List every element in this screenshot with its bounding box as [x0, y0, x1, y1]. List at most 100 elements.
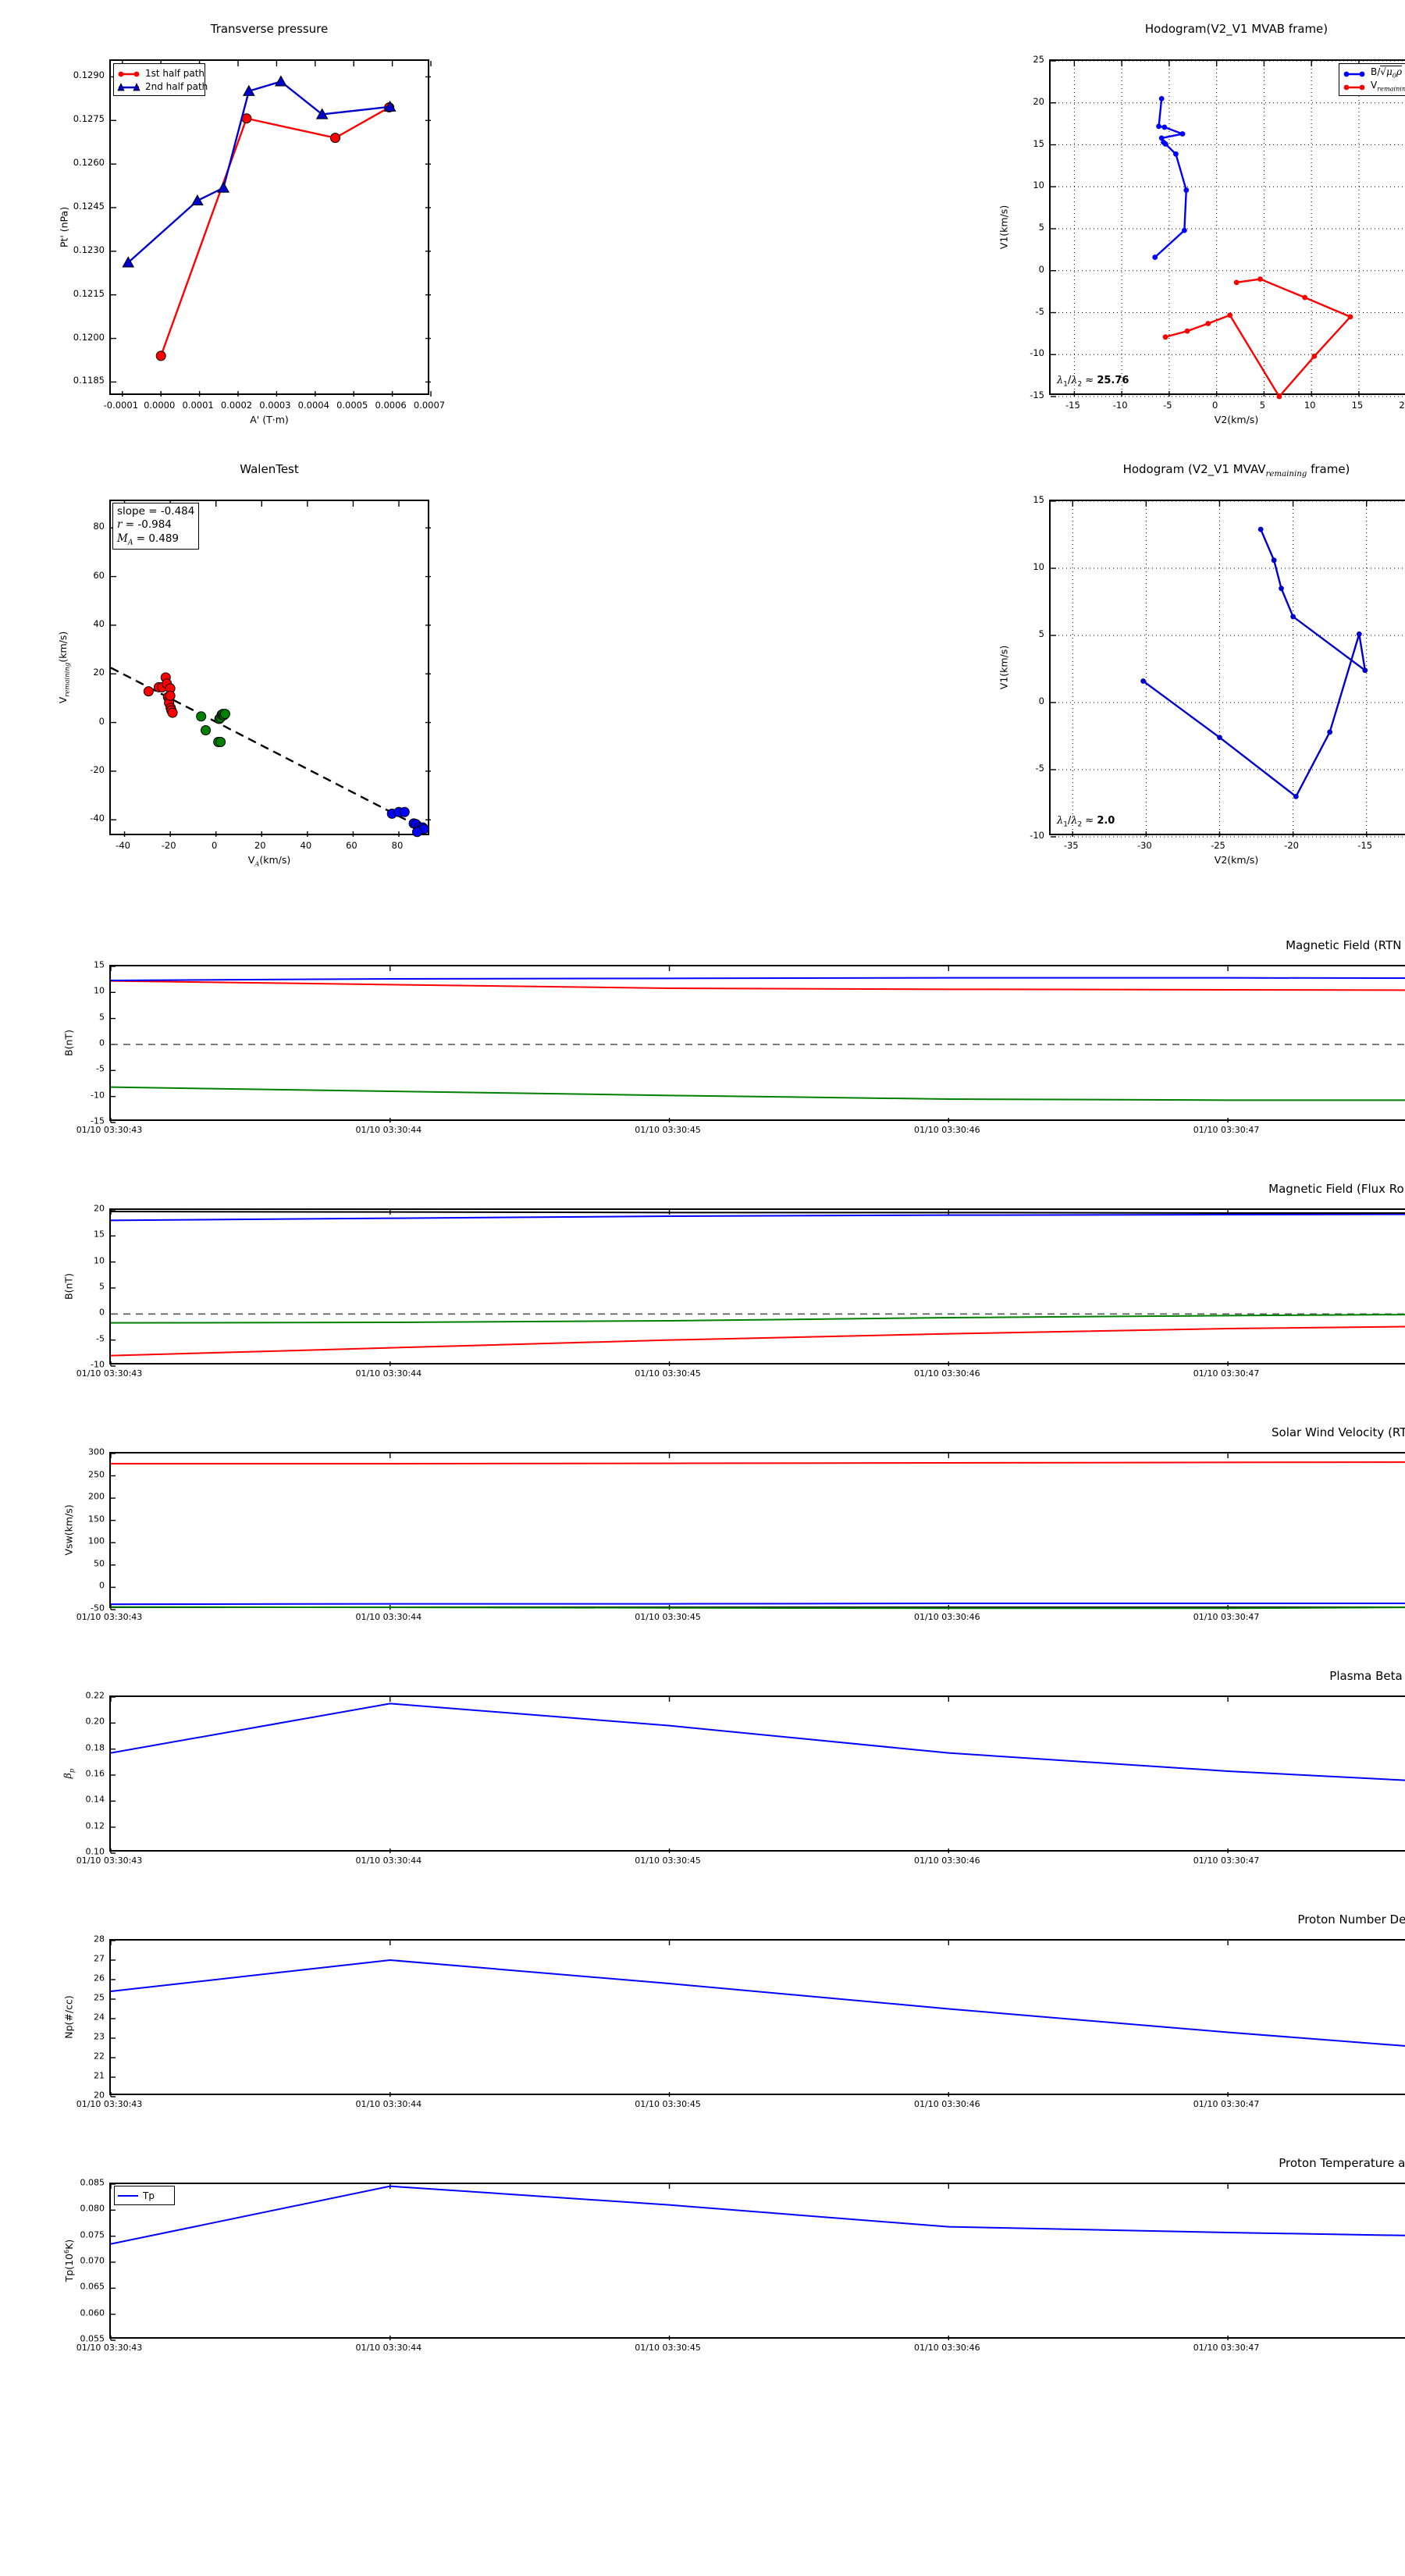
legend-item: Vremaining	[1343, 80, 1405, 93]
y-tick-label: 24	[94, 2012, 105, 2023]
r-value: r = -0.984	[117, 518, 172, 532]
legend-label: 1st half path	[145, 67, 205, 79]
chart-title-magnetic-field-rtn: Magnetic Field (RTN Frame)	[1286, 938, 1405, 952]
legend-transverse-pressure: 1st half path 2nd half path	[113, 63, 208, 96]
series-V_remaining	[1162, 276, 1353, 400]
chart-title-solar-wind-velocity-rtn: Solar Wind Velocity (RTN Frame)	[1272, 1425, 1405, 1439]
y-tick-label: 0.1200	[73, 331, 105, 343]
x-tick-label: 60	[346, 840, 357, 851]
y-tick-label: 28	[94, 1934, 105, 1944]
x-tick-label: 01/10 03:30:46	[914, 1368, 980, 1379]
plot-canvas-hodogram-v2v1-mvab	[1051, 60, 1405, 400]
x-tick-label: 0.0000	[144, 400, 176, 411]
legend-label: 2nd half path	[145, 80, 208, 92]
x-tick-label: 0.0007	[413, 400, 446, 411]
y-tick-label: 0	[98, 715, 105, 727]
plot-canvas-proton-temperature	[110, 2183, 1405, 2341]
y-tick-label: -40	[90, 813, 105, 824]
y-axis-label-magnetic-field-flux-rope: B(nT)	[62, 1273, 75, 1300]
series-group-red	[143, 672, 178, 718]
series-Vr	[111, 1461, 1405, 1465]
y-axis-label-plasma-beta: βp	[61, 1768, 76, 1779]
y-tick-label: -10	[91, 1359, 105, 1370]
x-tick-label: 01/10 03:30:47	[1193, 1612, 1260, 1622]
x-tick-label: 0.0004	[297, 400, 329, 411]
plot-frame-solar-wind-velocity-rtn	[109, 1452, 1405, 1610]
legend-marker	[117, 82, 140, 91]
plot-frame-hodogram-v2v1-mvav	[1049, 500, 1405, 838]
series-|B|	[110, 1211, 1405, 1214]
x-tick-label: 01/10 03:30:47	[1193, 1856, 1260, 1866]
plot-frame-hodogram-v2v1-mvab	[1049, 59, 1405, 400]
y-tick-label: 0.22	[85, 1690, 105, 1701]
x-axis-label-hodogram-v2v1-mvab: V2(km/s)	[1214, 414, 1259, 425]
x-tick-label: 01/10 03:30:45	[635, 1612, 701, 1622]
legend-label: Tp	[143, 2190, 155, 2201]
plot-canvas-plasma-beta	[110, 1696, 1405, 1854]
x-tick-label: 20	[254, 840, 266, 851]
x-tick-label: 01/10 03:30:45	[635, 1125, 701, 1135]
x-tick-label: -30	[1136, 840, 1152, 851]
y-tick-label: 0.1260	[73, 157, 105, 169]
x-tick-label: 80	[391, 840, 404, 851]
y-tick-label: 0.1275	[73, 113, 105, 125]
y-tick-label: 40	[93, 617, 105, 629]
y-tick-label: 0.16	[85, 1768, 105, 1779]
series-Bn	[110, 977, 1405, 981]
y-tick-label: 21	[94, 2070, 105, 2081]
y-tick-label: 300	[88, 1446, 105, 1457]
lambda-ratio-annotation: λ1/λ2 ≈ 25.76	[1057, 375, 1129, 389]
y-tick-label: 0.080	[80, 2203, 105, 2214]
chart-title-walen-test: WalenTest	[240, 462, 299, 476]
x-tick-label: 01/10 03:30:45	[635, 1368, 701, 1379]
y-axis-label-proton-temperature: Tp(106K)	[62, 2239, 76, 2282]
series-Tp	[110, 2185, 1405, 2245]
y-tick-label: 0.1185	[73, 375, 105, 386]
y-tick-label: -15	[1030, 390, 1044, 400]
y-tick-label: 0.065	[80, 2281, 105, 2292]
x-tick-label: 01/10 03:30:44	[355, 1612, 422, 1622]
series-Vt	[110, 1606, 1405, 1610]
x-tick-label: 01/10 03:30:46	[914, 2343, 980, 2353]
x-tick-label: 01/10 03:30:44	[355, 1368, 422, 1379]
y-tick-label: 0.085	[80, 2177, 105, 2188]
x-tick-label: 0.0001	[182, 400, 214, 411]
y-tick-label: 0.070	[80, 2255, 105, 2266]
x-tick-label: 40	[300, 840, 312, 851]
y-tick-label: 15	[1033, 494, 1044, 505]
y-tick-label: 0.060	[80, 2307, 105, 2318]
plot-frame-transverse-pressure	[109, 59, 432, 397]
y-tick-label: 150	[88, 1514, 105, 1525]
x-tick-label: -0.0001	[103, 400, 139, 411]
x-axis-label-hodogram-v2v1-mvav: V2(km/s)	[1214, 854, 1259, 866]
y-tick-label: 0	[1038, 263, 1044, 275]
plot-frame-walen-test	[109, 500, 431, 838]
plot-canvas-transverse-pressure	[111, 61, 432, 397]
series-group-green	[196, 709, 230, 747]
x-tick-label: 0.0006	[375, 400, 407, 411]
x-tick-label: 01/10 03:30:44	[355, 1856, 422, 1866]
legend-marker	[1343, 83, 1366, 91]
plot-frame-magnetic-field-rtn	[109, 965, 1405, 1123]
legend-marker	[1343, 69, 1366, 77]
y-axis-label-transverse-pressure: Pt' (nPa)	[58, 206, 70, 248]
y-tick-label: 5	[1038, 222, 1044, 233]
series-Np	[110, 1959, 1405, 2047]
x-tick-label: 01/10 03:30:45	[635, 2099, 701, 2109]
y-tick-label: 0.1215	[73, 287, 105, 299]
y-tick-label: 60	[93, 569, 105, 581]
y-tick-label: 23	[94, 2031, 105, 2042]
x-tick-label: 01/10 03:30:46	[914, 1856, 980, 1866]
x-tick-label: 01/10 03:30:47	[1193, 2099, 1260, 2109]
x-tick-label: 5	[1259, 400, 1266, 411]
legend-marker	[117, 69, 140, 77]
x-tick-label: -20	[1284, 840, 1299, 851]
y-tick-label: -50	[91, 1603, 105, 1614]
y-tick-label: -10	[1030, 347, 1044, 359]
plot-canvas-magnetic-field-flux-rope	[110, 1209, 1405, 1367]
legend-item: B/√μ0ρ	[1343, 66, 1405, 80]
y-tick-label: -5	[1035, 305, 1044, 317]
y-tick-label: 15	[94, 1229, 105, 1240]
x-tick-label: 01/10 03:30:47	[1193, 1368, 1260, 1379]
